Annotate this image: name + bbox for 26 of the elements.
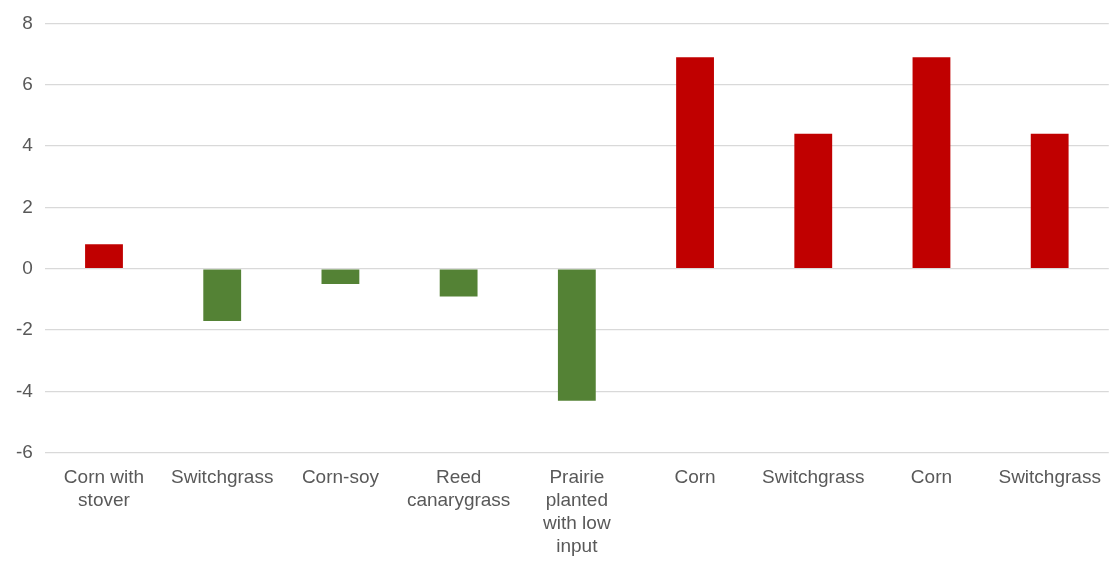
y-tick-label: -4 — [15, 379, 34, 401]
bar — [321, 269, 360, 285]
y-tick-label: -2 — [15, 318, 33, 340]
bar — [439, 269, 478, 297]
y-tick-label: 2 — [22, 195, 33, 217]
bar — [676, 57, 714, 269]
x-tick-label: Switchgrass — [998, 466, 1101, 488]
x-tick-label: Switchgrass — [762, 466, 865, 488]
y-tick-label: 0 — [22, 257, 33, 279]
x-tick-label: Corn with stover — [63, 466, 145, 511]
x-tick-label: Corn — [674, 466, 716, 488]
y-tick-label: 4 — [22, 134, 34, 156]
bar — [557, 269, 596, 401]
y-tick-label: -6 — [15, 441, 33, 463]
bar — [1030, 133, 1069, 269]
bar — [794, 133, 833, 269]
x-tick-label: Prairie planted with low input — [542, 466, 611, 556]
y-tick-label: 6 — [22, 72, 33, 94]
x-tick-label: Reed canarygrass — [406, 466, 511, 511]
x-tick-label: Corn-soy — [301, 466, 380, 488]
x-tick-label: Corn — [910, 466, 953, 488]
bar — [85, 244, 123, 269]
y-tick-label: 8 — [22, 11, 33, 33]
bar — [203, 269, 242, 321]
x-tick-label: Switchgrass — [171, 466, 274, 488]
bar — [912, 57, 951, 269]
